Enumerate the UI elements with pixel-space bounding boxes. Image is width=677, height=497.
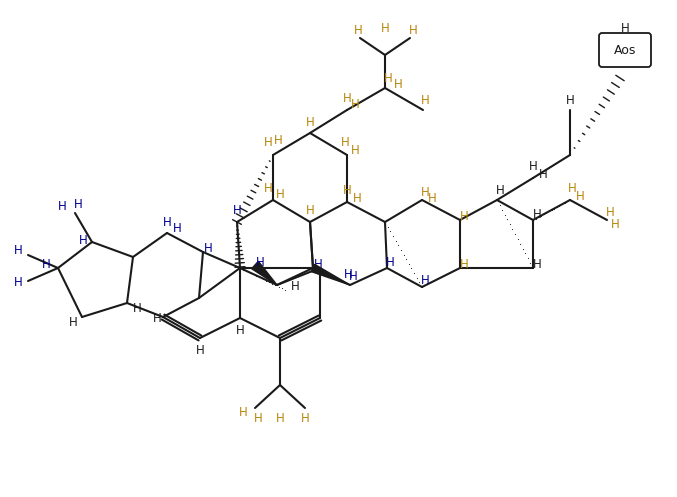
Text: H: H [353,191,362,204]
Text: H: H [420,273,429,286]
Text: H: H [349,269,357,282]
Text: H: H [305,115,314,129]
Text: H: H [341,137,349,150]
Text: H: H [606,206,614,220]
Text: H: H [539,168,548,181]
Text: H: H [380,21,389,34]
Text: H: H [428,191,437,204]
Text: H: H [533,208,542,221]
Text: H: H [305,203,314,217]
Text: H: H [276,187,284,200]
Text: H: H [621,21,630,34]
Text: H: H [238,407,247,419]
Text: H: H [384,72,393,84]
Text: H: H [58,199,66,213]
Text: H: H [420,93,429,106]
Text: H: H [152,312,161,325]
Polygon shape [311,264,350,285]
Text: H: H [233,203,242,217]
Text: H: H [263,181,272,194]
Text: H: H [41,258,50,271]
FancyBboxPatch shape [599,33,651,67]
Polygon shape [252,261,277,285]
Text: H: H [496,183,504,196]
Text: H: H [254,412,263,424]
Text: H: H [393,79,402,91]
Text: H: H [274,134,282,147]
Text: H: H [420,185,429,198]
Text: H: H [74,198,83,212]
Text: H: H [611,219,619,232]
Text: H: H [313,258,322,271]
Text: H: H [256,256,265,269]
Text: H: H [460,210,468,223]
Text: Aos: Aos [614,44,636,57]
Text: H: H [409,23,418,36]
Text: H: H [344,268,352,281]
Text: H: H [14,244,22,256]
Text: H: H [351,144,359,157]
Text: H: H [196,343,204,356]
Text: H: H [567,181,576,194]
Text: H: H [386,256,395,269]
Text: H: H [533,258,542,271]
Text: H: H [290,279,299,293]
Text: H: H [173,222,181,235]
Text: H: H [79,234,87,247]
Text: H: H [162,216,171,229]
Text: H: H [68,317,77,330]
Text: H: H [236,324,244,336]
Text: H: H [351,98,359,111]
Text: H: H [263,137,272,150]
Text: H: H [460,258,468,271]
Text: H: H [529,161,538,173]
Text: H: H [353,23,362,36]
Text: H: H [301,412,309,424]
Text: H: H [565,93,574,106]
Text: H: H [343,91,351,104]
Text: H: H [133,302,141,315]
Text: H: H [276,412,284,424]
Text: H: H [14,276,22,289]
Text: H: H [343,184,351,197]
Text: H: H [204,242,213,254]
Text: H: H [575,189,584,202]
